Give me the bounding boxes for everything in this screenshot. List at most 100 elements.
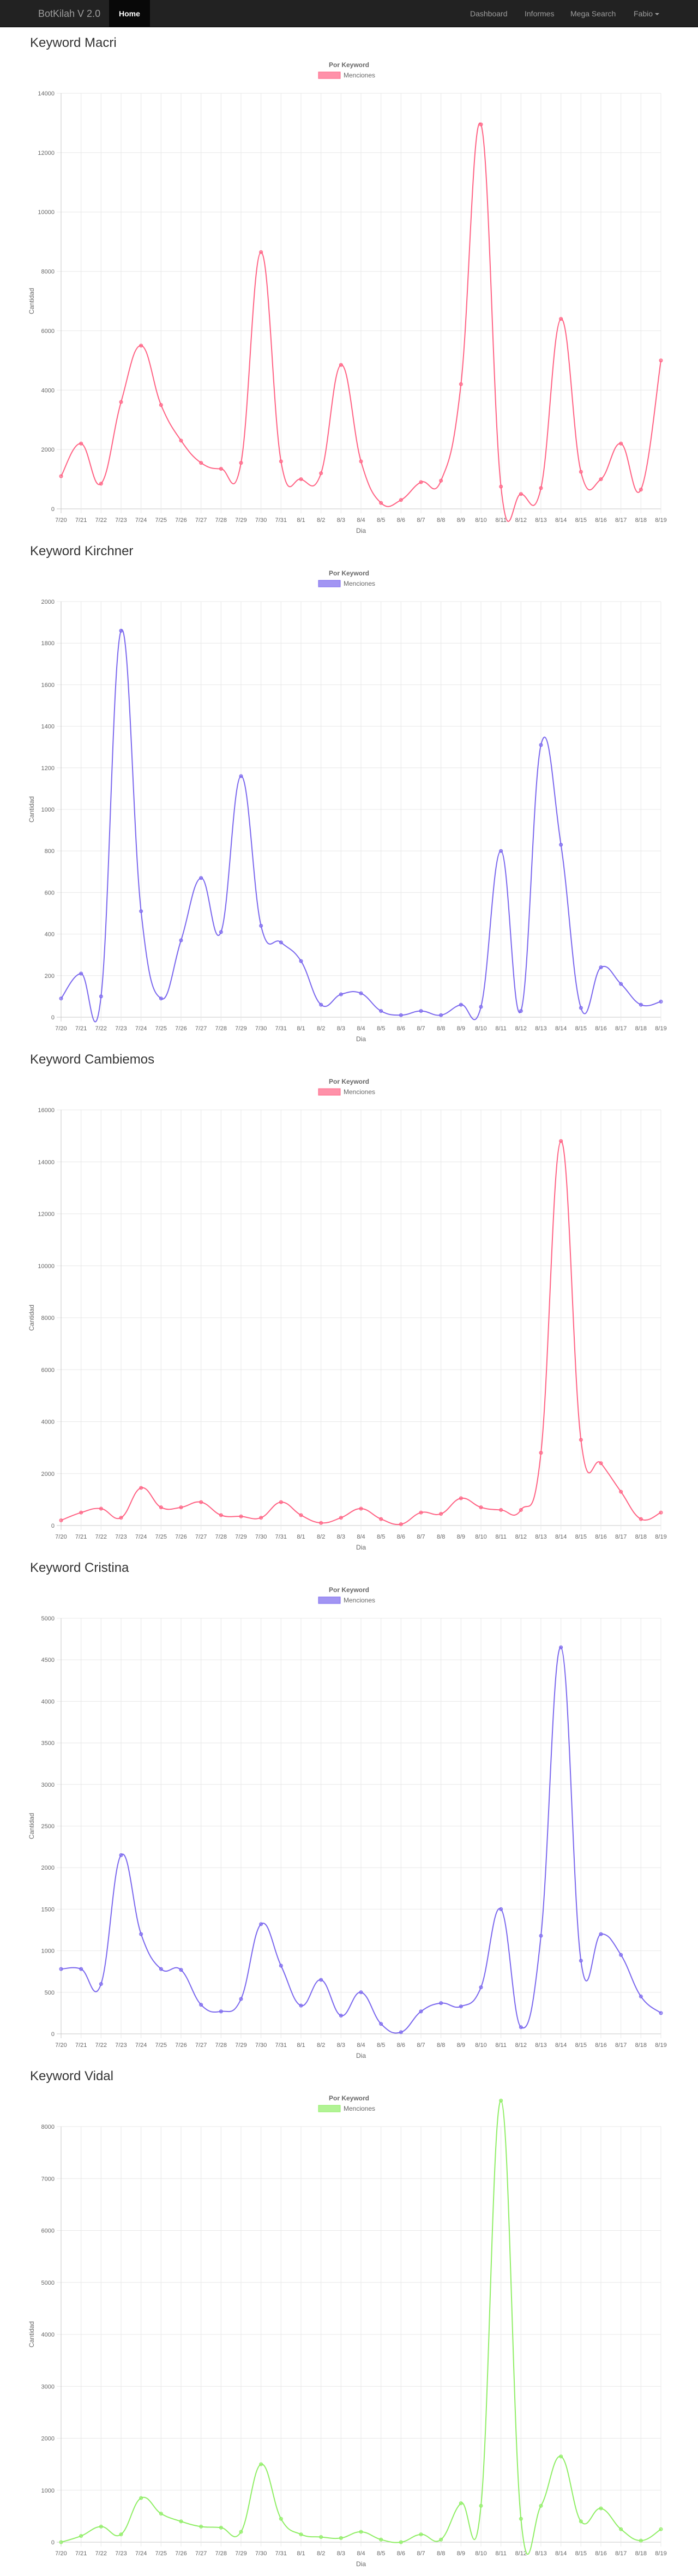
- data-point[interactable]: [419, 2532, 423, 2537]
- data-point[interactable]: [379, 2537, 383, 2542]
- data-point[interactable]: [639, 2538, 643, 2543]
- data-point[interactable]: [279, 459, 283, 464]
- data-point[interactable]: [299, 2003, 303, 2008]
- nav-home[interactable]: Home: [109, 0, 150, 27]
- data-point[interactable]: [639, 1002, 643, 1007]
- data-point[interactable]: [319, 1978, 323, 1982]
- legend-label[interactable]: Menciones: [344, 1088, 375, 1096]
- data-point[interactable]: [179, 439, 183, 443]
- data-point[interactable]: [99, 2524, 103, 2529]
- nav-mega-search[interactable]: Mega Search: [570, 9, 616, 18]
- data-point[interactable]: [219, 2525, 223, 2530]
- legend-label[interactable]: Menciones: [344, 71, 375, 79]
- data-point[interactable]: [319, 471, 323, 476]
- data-point[interactable]: [239, 2530, 243, 2534]
- data-point[interactable]: [439, 1512, 443, 1516]
- data-point[interactable]: [179, 2519, 183, 2524]
- data-point[interactable]: [519, 2517, 523, 2521]
- data-point[interactable]: [359, 991, 363, 995]
- data-point[interactable]: [99, 994, 103, 999]
- data-point[interactable]: [639, 488, 643, 492]
- data-point[interactable]: [499, 1907, 503, 1911]
- brand[interactable]: BotKilah V 2.0: [38, 8, 101, 19]
- data-point[interactable]: [219, 2009, 223, 2014]
- data-point[interactable]: [119, 1853, 123, 1857]
- legend-label[interactable]: Menciones: [344, 580, 375, 587]
- data-point[interactable]: [319, 2535, 323, 2539]
- data-point[interactable]: [219, 930, 223, 934]
- nav-informes[interactable]: Informes: [525, 9, 555, 18]
- data-point[interactable]: [499, 849, 503, 853]
- data-point[interactable]: [119, 1516, 123, 1520]
- data-point[interactable]: [399, 498, 403, 502]
- data-point[interactable]: [339, 363, 343, 367]
- data-point[interactable]: [79, 1967, 83, 1971]
- data-point[interactable]: [619, 1953, 623, 1957]
- data-point[interactable]: [139, 909, 143, 914]
- data-point[interactable]: [459, 1002, 463, 1007]
- data-point[interactable]: [359, 1506, 363, 1511]
- data-point[interactable]: [59, 1967, 63, 1971]
- data-point[interactable]: [659, 1510, 663, 1515]
- data-point[interactable]: [439, 2001, 443, 2005]
- data-point[interactable]: [159, 2512, 163, 2516]
- data-point[interactable]: [279, 1963, 283, 1968]
- data-point[interactable]: [79, 2534, 83, 2538]
- data-point[interactable]: [139, 1486, 143, 1490]
- data-point[interactable]: [539, 743, 543, 747]
- data-point[interactable]: [459, 2501, 463, 2506]
- data-point[interactable]: [479, 1985, 483, 1990]
- data-point[interactable]: [399, 2030, 403, 2034]
- data-point[interactable]: [139, 1932, 143, 1936]
- data-point[interactable]: [239, 1997, 243, 2001]
- data-point[interactable]: [239, 1514, 243, 1518]
- data-point[interactable]: [559, 1139, 563, 1143]
- data-point[interactable]: [419, 1009, 423, 1013]
- data-point[interactable]: [619, 441, 623, 446]
- data-point[interactable]: [399, 1013, 403, 1017]
- data-point[interactable]: [259, 1922, 263, 1926]
- data-point[interactable]: [539, 1451, 543, 1455]
- data-point[interactable]: [159, 1505, 163, 1510]
- data-point[interactable]: [179, 1505, 183, 1510]
- data-point[interactable]: [439, 2537, 443, 2542]
- data-point[interactable]: [319, 1521, 323, 1525]
- nav-user-dropdown[interactable]: Fabio: [634, 0, 660, 27]
- legend-label[interactable]: Menciones: [344, 1596, 375, 1604]
- data-point[interactable]: [179, 938, 183, 942]
- data-point[interactable]: [539, 1933, 543, 1938]
- data-point[interactable]: [499, 2098, 503, 2103]
- data-point[interactable]: [199, 1500, 203, 1504]
- data-point[interactable]: [59, 2540, 63, 2544]
- data-point[interactable]: [499, 1508, 503, 1512]
- data-point[interactable]: [479, 2503, 483, 2508]
- data-point[interactable]: [259, 2462, 263, 2466]
- data-point[interactable]: [579, 470, 583, 474]
- data-point[interactable]: [339, 1516, 343, 1520]
- data-point[interactable]: [359, 2530, 363, 2534]
- data-point[interactable]: [59, 996, 63, 1001]
- data-point[interactable]: [479, 1505, 483, 1510]
- data-point[interactable]: [519, 492, 523, 496]
- data-point[interactable]: [519, 1508, 523, 1512]
- data-point[interactable]: [499, 484, 503, 489]
- data-point[interactable]: [379, 1009, 383, 1013]
- data-point[interactable]: [579, 1006, 583, 1010]
- data-point[interactable]: [199, 461, 203, 465]
- data-point[interactable]: [359, 1990, 363, 1995]
- data-point[interactable]: [159, 996, 163, 1001]
- data-point[interactable]: [539, 2503, 543, 2508]
- data-point[interactable]: [59, 1518, 63, 1522]
- data-point[interactable]: [119, 2532, 123, 2537]
- data-point[interactable]: [239, 461, 243, 465]
- data-point[interactable]: [459, 382, 463, 386]
- data-point[interactable]: [159, 1967, 163, 1971]
- data-point[interactable]: [479, 1005, 483, 1009]
- data-point[interactable]: [299, 959, 303, 963]
- data-point[interactable]: [99, 482, 103, 486]
- data-point[interactable]: [339, 2536, 343, 2540]
- data-point[interactable]: [199, 876, 203, 880]
- data-point[interactable]: [599, 1461, 603, 1466]
- legend-label[interactable]: Menciones: [344, 2105, 375, 2112]
- data-point[interactable]: [99, 1506, 103, 1511]
